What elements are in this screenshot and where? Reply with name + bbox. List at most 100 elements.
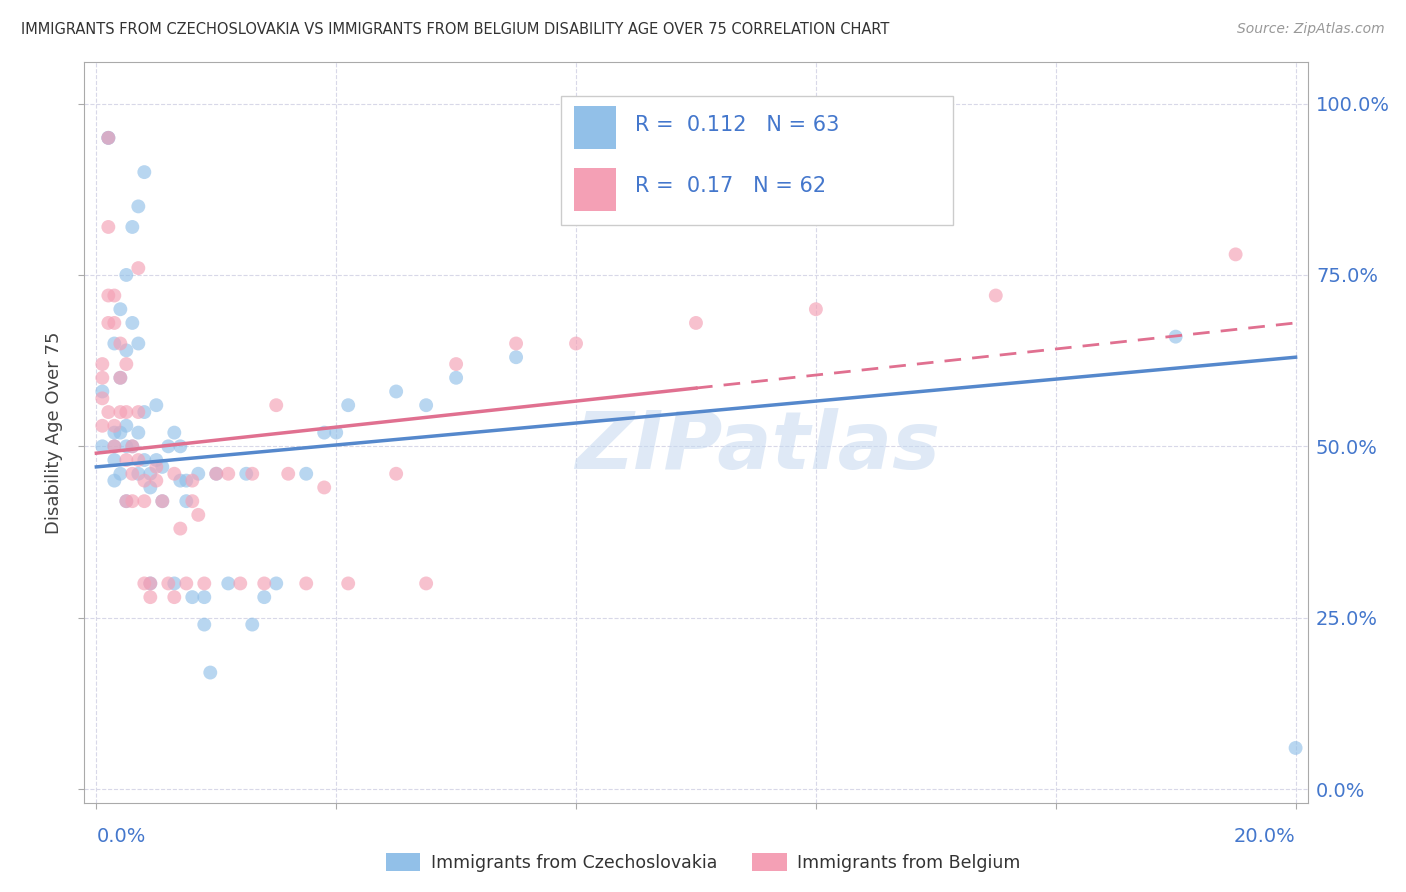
Point xyxy=(187,467,209,481)
Point xyxy=(103,453,125,467)
Bar xyxy=(574,106,616,149)
Y-axis label: Disability Age Over 75: Disability Age Over 75 xyxy=(45,331,63,534)
Point xyxy=(240,467,263,481)
Text: ZIPatlas: ZIPatlas xyxy=(575,409,939,486)
Point xyxy=(115,405,138,419)
Point xyxy=(277,467,299,481)
Point xyxy=(314,480,336,494)
Point xyxy=(193,617,215,632)
Point xyxy=(217,467,239,481)
Point xyxy=(314,425,336,440)
Point xyxy=(150,494,173,508)
Point xyxy=(145,474,167,488)
Point xyxy=(134,576,156,591)
Point xyxy=(115,357,138,371)
Point xyxy=(295,576,318,591)
Point xyxy=(97,316,120,330)
Point xyxy=(163,425,186,440)
Point xyxy=(121,467,143,481)
Point xyxy=(103,418,125,433)
Point xyxy=(145,459,167,474)
Point xyxy=(187,508,209,522)
Point xyxy=(115,418,138,433)
Point xyxy=(181,590,204,604)
Point xyxy=(157,439,180,453)
Point xyxy=(127,405,149,419)
Text: IMMIGRANTS FROM CZECHOSLOVAKIA VS IMMIGRANTS FROM BELGIUM DISABILITY AGE OVER 75: IMMIGRANTS FROM CZECHOSLOVAKIA VS IMMIGR… xyxy=(21,22,890,37)
Point xyxy=(169,439,191,453)
Point xyxy=(984,288,1007,302)
Point xyxy=(121,439,143,453)
Point xyxy=(127,425,149,440)
Point xyxy=(103,316,125,330)
Point xyxy=(97,131,120,145)
Text: R =  0.17   N = 62: R = 0.17 N = 62 xyxy=(636,176,825,196)
Point xyxy=(174,576,197,591)
Point xyxy=(145,398,167,412)
Point xyxy=(97,405,120,419)
Point xyxy=(174,494,197,508)
Point xyxy=(134,453,156,467)
Point xyxy=(444,357,467,371)
Point xyxy=(337,576,360,591)
Point xyxy=(91,392,114,406)
Point xyxy=(115,494,138,508)
Point xyxy=(91,371,114,385)
Point xyxy=(110,336,132,351)
Point xyxy=(103,288,125,302)
Point xyxy=(385,467,408,481)
Point xyxy=(121,316,143,330)
Point xyxy=(139,480,162,494)
Point xyxy=(127,467,149,481)
Point xyxy=(253,590,276,604)
Point xyxy=(110,467,132,481)
Point xyxy=(110,405,132,419)
Point xyxy=(193,576,215,591)
Point xyxy=(103,439,125,453)
Legend: Immigrants from Czechoslovakia, Immigrants from Belgium: Immigrants from Czechoslovakia, Immigran… xyxy=(378,847,1028,879)
Point xyxy=(121,439,143,453)
Point xyxy=(181,474,204,488)
Point xyxy=(505,350,527,364)
Point xyxy=(103,439,125,453)
Point xyxy=(103,425,125,440)
Point xyxy=(181,494,204,508)
Point xyxy=(325,425,347,440)
Point xyxy=(264,398,287,412)
Point xyxy=(804,302,827,317)
Point xyxy=(295,467,318,481)
Point xyxy=(91,418,114,433)
Point xyxy=(150,494,173,508)
Point xyxy=(115,343,138,358)
Point xyxy=(139,576,162,591)
Point xyxy=(127,199,149,213)
Point xyxy=(235,467,257,481)
Point xyxy=(685,316,707,330)
Point xyxy=(444,371,467,385)
Point xyxy=(97,219,120,234)
Point xyxy=(163,576,186,591)
Point xyxy=(134,474,156,488)
Text: Source: ZipAtlas.com: Source: ZipAtlas.com xyxy=(1237,22,1385,37)
Point xyxy=(134,494,156,508)
Point xyxy=(169,522,191,536)
Point xyxy=(115,268,138,282)
Point xyxy=(174,474,197,488)
Point xyxy=(139,576,162,591)
Bar xyxy=(561,95,953,226)
Bar xyxy=(574,168,616,211)
Point xyxy=(103,474,125,488)
Point xyxy=(134,405,156,419)
Point xyxy=(169,474,191,488)
Point xyxy=(217,576,239,591)
Point xyxy=(415,576,437,591)
Point xyxy=(97,131,120,145)
Point xyxy=(163,467,186,481)
Point xyxy=(337,398,360,412)
Point xyxy=(97,131,120,145)
Point xyxy=(253,576,276,591)
Point xyxy=(415,398,437,412)
Point xyxy=(110,425,132,440)
Point xyxy=(121,494,143,508)
Point xyxy=(240,617,263,632)
